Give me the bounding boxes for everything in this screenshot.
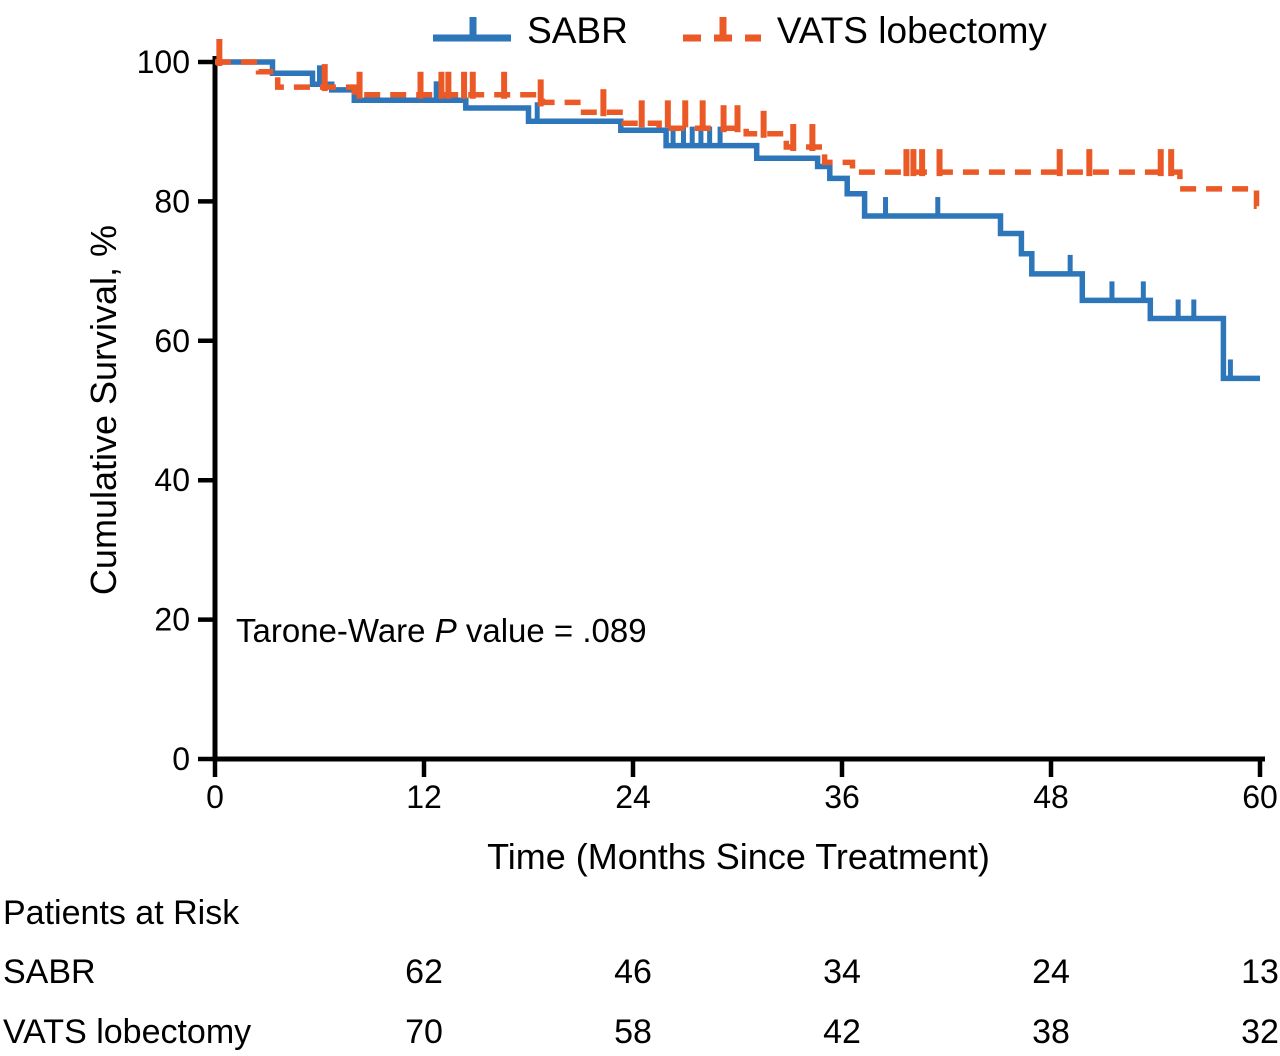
x-tick-label-12: 12 [406, 779, 442, 815]
y-tick-label-80: 80 [154, 183, 190, 219]
vats-dashed-line-marker [682, 17, 761, 42]
x-tick-label-24: 24 [615, 779, 651, 815]
legend-item-vats: VATS lobectomy [680, 7, 1047, 53]
legend-label-vats: VATS lobectomy [776, 9, 1047, 51]
p-value-annotation: Tarone-Ware P value = .089 [236, 612, 647, 650]
x-tick-label-60: 60 [1242, 779, 1278, 815]
y-tick-label-100: 100 [137, 44, 190, 80]
y-tick-label-60: 60 [154, 323, 190, 359]
legend: SABR VATS lobectomy [215, 2, 1262, 58]
x-tick-label-48: 48 [1033, 779, 1069, 815]
x-tick-label-36: 36 [824, 779, 860, 815]
y-tick-label-40: 40 [154, 462, 190, 498]
annotation-prefix: Tarone-Ware [236, 612, 435, 649]
y-tick-label-0: 0 [172, 741, 190, 777]
annotation-suffix: value = .089 [456, 612, 647, 649]
legend-label-sabr: SABR [527, 9, 628, 51]
y-tick-label-20: 20 [154, 602, 190, 638]
sabr-survival-curve [215, 59, 1260, 382]
sabr-solid-line-marker [433, 17, 512, 42]
legend-item-sabr: SABR [430, 7, 628, 53]
x-tick-label-0: 0 [206, 779, 224, 815]
vats-survival-curve [215, 59, 1260, 210]
x-axis-title: Time (Months Since Treatment) [487, 836, 990, 877]
annotation-p: P [434, 612, 457, 649]
